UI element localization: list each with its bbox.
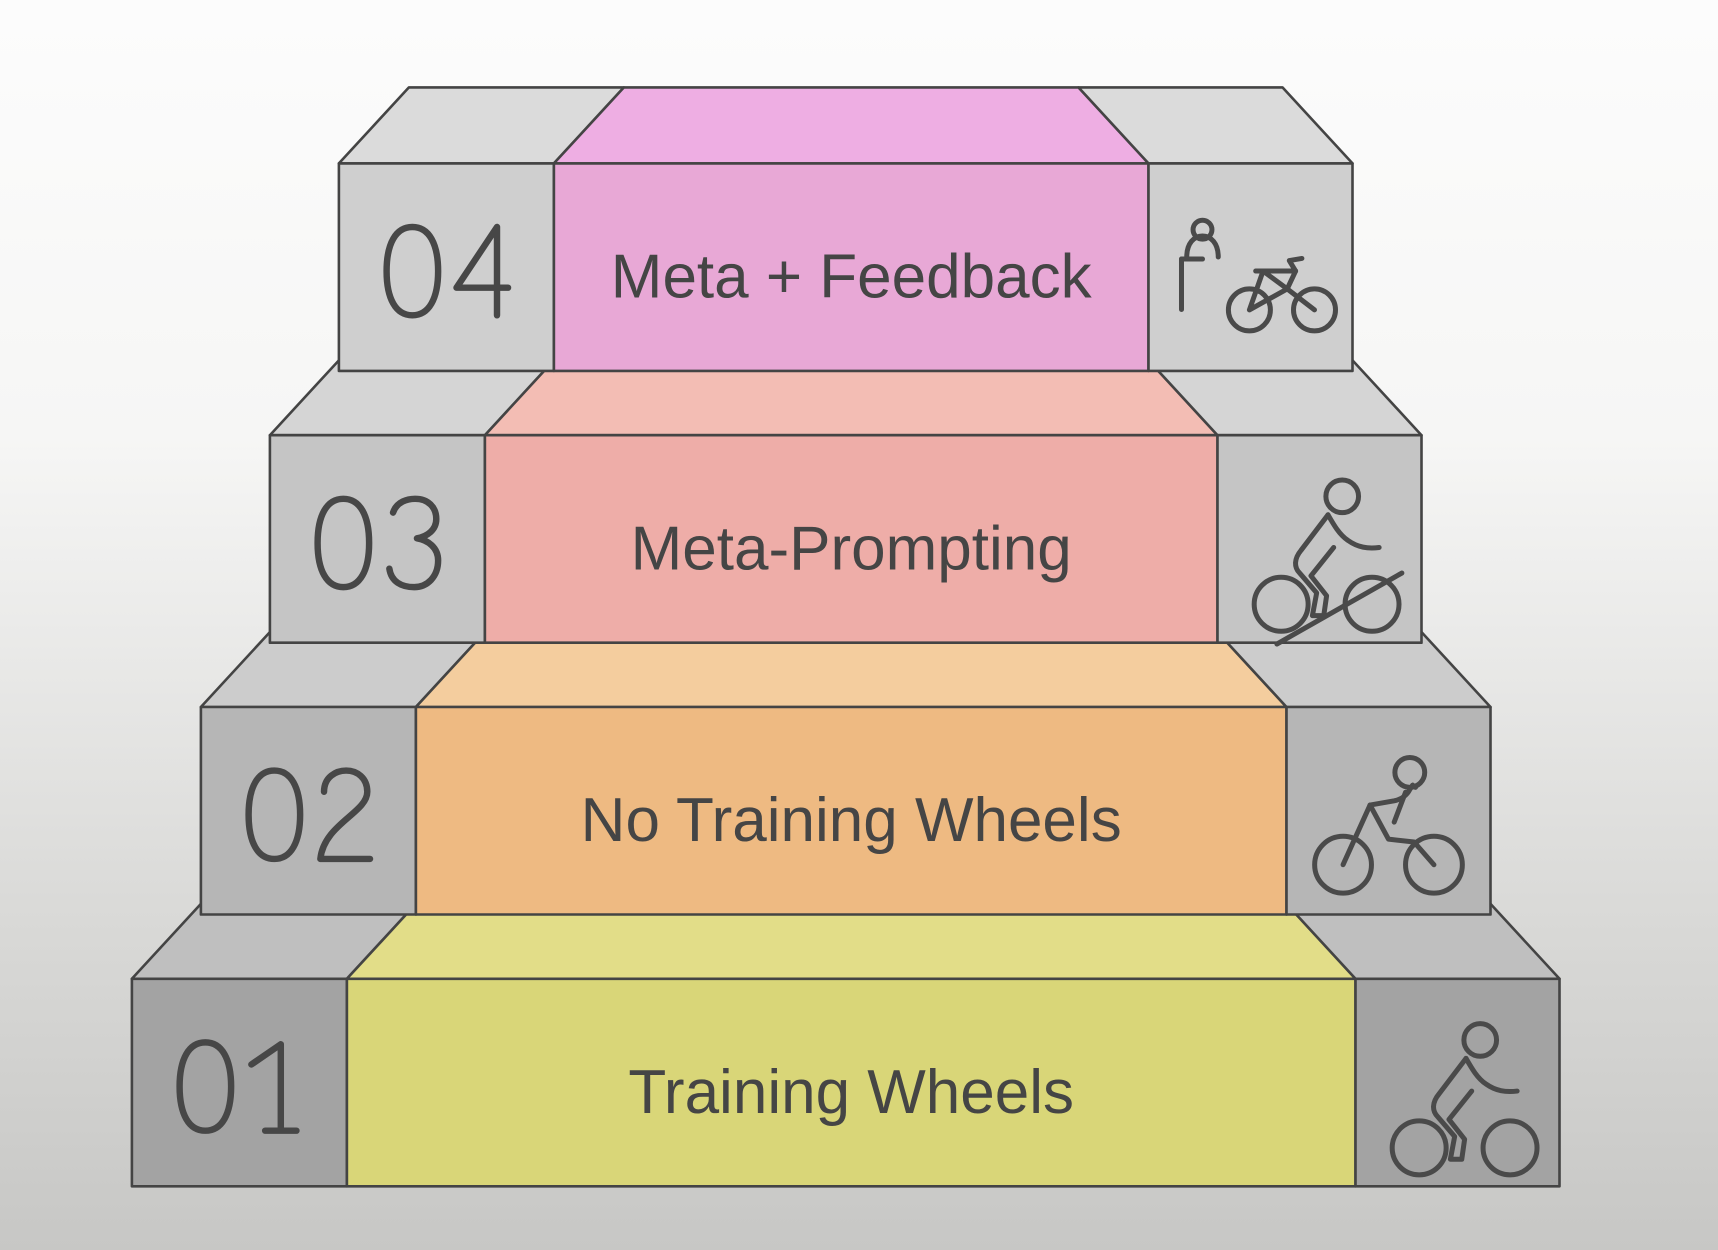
svg-text:Meta + Feedback: Meta + Feedback [611, 242, 1093, 311]
svg-text:Training Wheels: Training Wheels [628, 1058, 1074, 1127]
svg-text:No Training Wheels: No Training Wheels [581, 786, 1122, 855]
svg-text:Meta-Prompting: Meta-Prompting [631, 514, 1072, 583]
